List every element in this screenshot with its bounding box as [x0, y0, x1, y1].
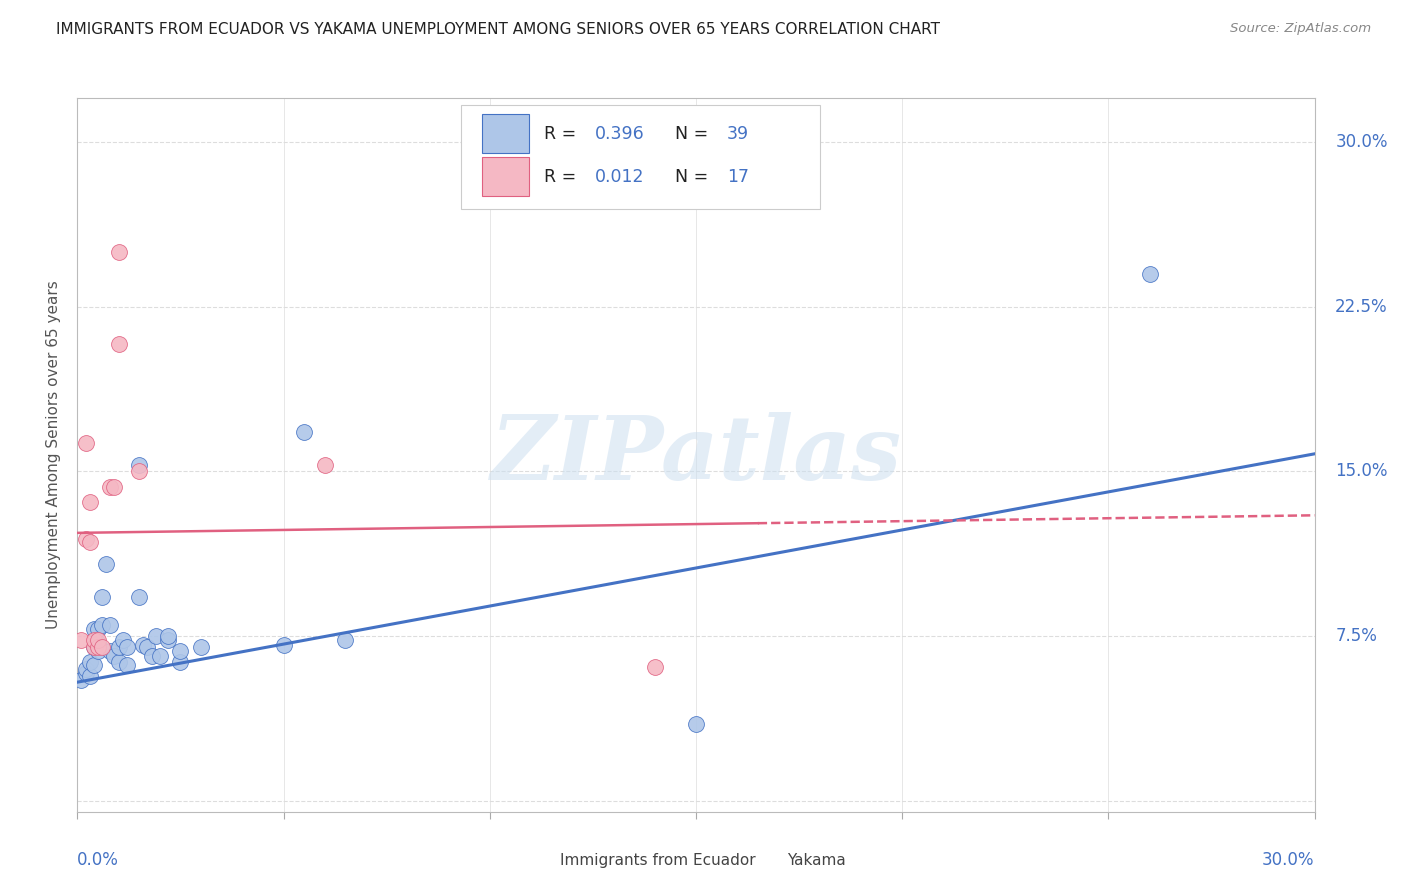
Point [83, 640, 105, 654]
Text: R =: R = [544, 125, 582, 143]
Point [98, 644, 121, 658]
Point [75, 666, 97, 681]
Point [314, 458, 336, 472]
Text: 15.0%: 15.0% [1336, 462, 1388, 481]
Point [103, 480, 125, 494]
Text: Immigrants from Ecuador: Immigrants from Ecuador [560, 853, 755, 868]
Point [128, 464, 150, 478]
FancyBboxPatch shape [516, 847, 551, 874]
Point [115, 640, 138, 654]
FancyBboxPatch shape [461, 105, 820, 209]
Text: N =: N = [675, 168, 714, 186]
Point [145, 629, 167, 643]
Text: 17: 17 [727, 168, 749, 186]
Text: Yakama: Yakama [787, 853, 846, 868]
Point [107, 640, 129, 654]
Text: 0.396: 0.396 [595, 125, 644, 143]
FancyBboxPatch shape [482, 114, 529, 153]
Text: N =: N = [675, 125, 714, 143]
Text: 0.0%: 0.0% [77, 851, 120, 869]
Point [685, 717, 707, 731]
Point [169, 656, 191, 670]
Point [115, 657, 138, 672]
Point [91, 590, 114, 604]
Point [87, 635, 110, 649]
Point [83, 633, 105, 648]
Point [75, 662, 97, 676]
Point [98, 618, 121, 632]
Point [91, 618, 114, 632]
Point [111, 633, 134, 648]
Point [157, 633, 180, 648]
Point [79, 656, 101, 670]
Point [132, 638, 155, 652]
Point [128, 458, 150, 472]
Point [87, 644, 110, 658]
Point [83, 657, 105, 672]
Point [70, 633, 93, 648]
Point [79, 668, 101, 682]
Point [70, 673, 93, 687]
Point [98, 480, 121, 494]
Point [75, 533, 97, 547]
Point [107, 244, 129, 259]
Point [292, 425, 315, 439]
Point [128, 590, 150, 604]
Text: 30.0%: 30.0% [1263, 851, 1315, 869]
Point [1139, 267, 1161, 281]
Text: 30.0%: 30.0% [1336, 133, 1388, 151]
Point [169, 644, 191, 658]
FancyBboxPatch shape [482, 157, 529, 196]
Point [644, 660, 666, 674]
Text: IMMIGRANTS FROM ECUADOR VS YAKAMA UNEMPLOYMENT AMONG SENIORS OVER 65 YEARS CORRE: IMMIGRANTS FROM ECUADOR VS YAKAMA UNEMPL… [56, 22, 941, 37]
Point [91, 640, 114, 654]
Text: 7.5%: 7.5% [1336, 627, 1376, 645]
Point [83, 623, 105, 637]
Point [103, 648, 125, 663]
Text: ZIPatlas: ZIPatlas [491, 412, 901, 498]
FancyBboxPatch shape [745, 847, 780, 874]
Y-axis label: Unemployment Among Seniors over 65 years: Unemployment Among Seniors over 65 years [46, 281, 62, 629]
Text: 0.012: 0.012 [595, 168, 644, 186]
Point [87, 640, 110, 654]
Point [190, 640, 212, 654]
Point [87, 633, 110, 648]
Point [136, 640, 159, 654]
Point [335, 633, 357, 648]
Point [83, 640, 105, 654]
Text: 39: 39 [727, 125, 749, 143]
Point [141, 648, 163, 663]
Text: R =: R = [544, 168, 582, 186]
Point [107, 337, 129, 351]
Point [79, 534, 101, 549]
Point [87, 623, 110, 637]
Point [79, 495, 101, 509]
Point [157, 629, 180, 643]
Point [107, 656, 129, 670]
Point [75, 435, 97, 450]
Point [96, 557, 118, 571]
Point [149, 648, 172, 663]
Text: Source: ZipAtlas.com: Source: ZipAtlas.com [1230, 22, 1371, 36]
Point [273, 638, 295, 652]
Text: 22.5%: 22.5% [1336, 298, 1388, 316]
